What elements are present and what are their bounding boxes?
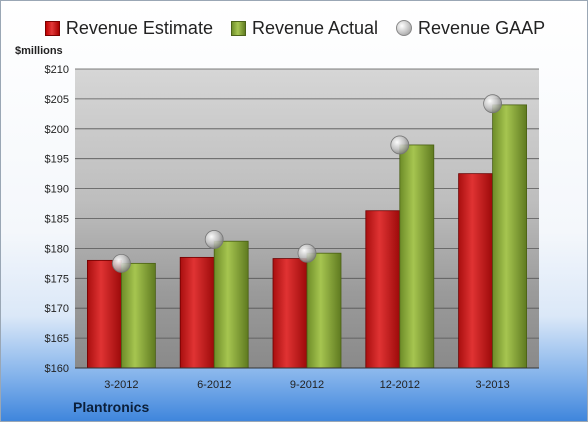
legend-label-gaap: Revenue GAAP [418,17,546,38]
gaap-marker [390,135,410,155]
bar-actual [399,144,435,369]
bar-estimate [272,258,308,369]
y-axis-unit-label: $millions [15,45,63,57]
gaap-markers [112,94,503,273]
legend-label-estimate: Revenue Estimate [65,17,213,38]
y-tick-label: $190 [45,184,69,196]
bar-actual [121,262,156,369]
bar-actual [306,252,342,369]
x-tick-label: 3-2012 [104,379,138,391]
y-axis-ticks: $160 $165 $170 $175 $180 $185 $190 $195 $200 $205… [45,64,69,375]
legend-item-estimate: Revenue Estimate [44,17,213,39]
bar-estimate [87,259,122,369]
legend: Revenue Estimate Revenue Actual Revenue … [1,15,587,41]
y-tick-label: $180 [45,243,69,255]
legend-marker-gaap [396,20,413,36]
x-tick-label: 12-2012 [380,379,420,391]
gaap-marker [204,230,224,249]
y-tick-label: $170 [45,303,69,315]
legend-swatch-actual [230,20,246,36]
y-tick-label: $200 [45,124,69,136]
x-tick-label: 6-2012 [197,379,231,391]
gaap-marker [297,243,317,263]
x-tick-label: 3-2013 [475,379,509,391]
y-tick-label: $205 [45,94,69,106]
company-name: Plantronics [73,399,150,415]
bar-estimate [458,173,494,369]
bar-estimate [365,210,401,369]
y-tick-label: $195 [45,154,69,166]
bar-actual [492,104,528,369]
legend-item-gaap: Revenue GAAP [396,18,545,39]
bar-actual [213,240,249,369]
legend-item-actual: Revenue Actual [230,17,379,39]
y-tick-label: $210 [45,64,69,76]
gaap-marker [112,253,131,273]
bars [87,104,528,369]
y-tick-label: $175 [45,273,69,285]
y-tick-label: $165 [45,333,69,345]
y-tick-label: $185 [45,214,69,226]
bar-estimate [179,256,215,369]
gaap-marker [483,94,503,114]
legend-swatch-estimate [44,20,60,36]
x-tick-label: 9-2012 [290,379,324,391]
legend-label-actual: Revenue Actual [251,17,379,38]
y-tick-label: $160 [45,363,69,375]
x-axis-ticks: 3-2012 6-2012 9-2012 12-2012 3-2013 [104,379,509,391]
